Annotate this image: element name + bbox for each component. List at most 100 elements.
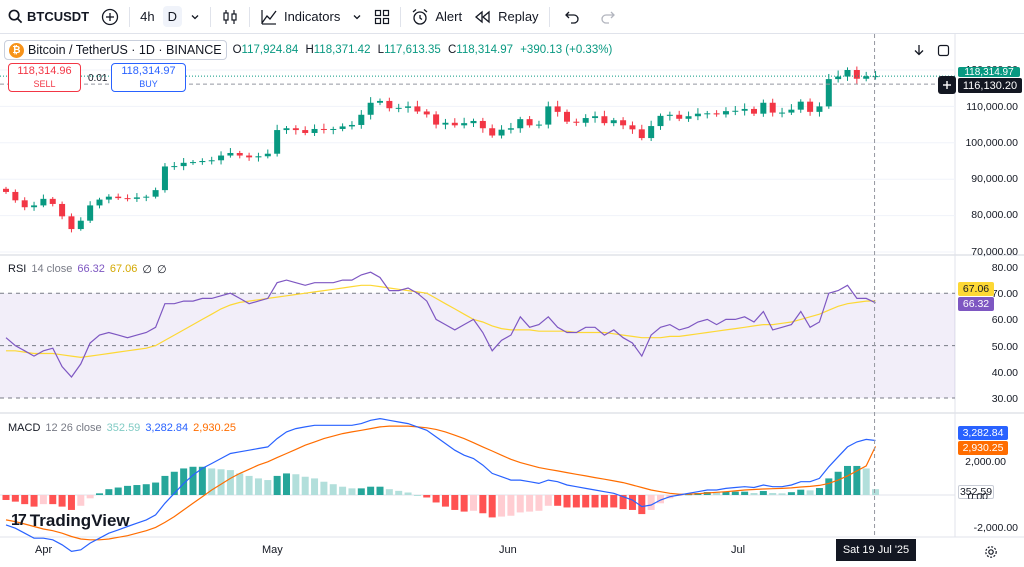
symbol-title: Bitcoin / TetherUS · 1D · BINANCE	[28, 43, 222, 57]
macd-histogram-bar	[254, 478, 262, 495]
macd-histogram-bar	[423, 495, 431, 498]
plus-icon	[943, 81, 951, 89]
replay-button[interactable]: Replay	[468, 0, 544, 34]
candle-body	[629, 125, 636, 130]
interval-d-button[interactable]: D	[161, 0, 184, 34]
candle-body	[199, 161, 206, 163]
rsi-ma-line	[6, 284, 876, 359]
macd-line-value: 3,282.84	[145, 422, 189, 434]
macd-signal-line	[5, 425, 877, 541]
candle-body	[255, 156, 262, 158]
candles-icon	[223, 9, 237, 24]
rsi-value: 66.32	[77, 263, 105, 275]
candle-body	[59, 203, 66, 217]
candle-body	[479, 120, 486, 129]
symbol-search-button[interactable]: BTCUSDT	[0, 0, 95, 34]
chart-canvas[interactable]	[0, 34, 1024, 567]
macd-histogram-bar	[152, 482, 160, 495]
macd-histogram-bar	[628, 495, 636, 510]
candle-body	[442, 122, 449, 125]
compare-symbol-button[interactable]	[95, 0, 125, 34]
macd-histogram-bar	[226, 470, 234, 495]
symbol-legend[interactable]: ₿ Bitcoin / TetherUS · 1D · BINANCE	[4, 40, 227, 60]
candle-body	[302, 130, 309, 133]
tradingview-logo[interactable]: 17 TradingView	[11, 511, 130, 531]
maximize-pane-button[interactable]	[932, 39, 954, 61]
macd-histogram-bar	[348, 488, 356, 495]
macd-histogram-bar	[787, 492, 795, 495]
arrow-down-icon	[914, 45, 924, 56]
macd-histogram-bar	[133, 485, 141, 495]
redo-button[interactable]	[590, 0, 626, 34]
macd-histogram-bar	[610, 495, 618, 508]
macd-histogram-bar	[180, 468, 188, 495]
macd-histogram-bar	[21, 495, 29, 505]
candle-body	[844, 70, 851, 77]
candle-body	[797, 101, 804, 110]
macd-histogram-bar	[236, 473, 244, 495]
add-alert-at-price-button[interactable]	[938, 76, 956, 94]
candle-body	[330, 128, 337, 130]
chart-grid	[0, 34, 1024, 538]
macd-histogram-bar	[385, 489, 393, 495]
candle-body	[227, 152, 234, 156]
sell-button[interactable]: 118,314.96 SELL	[8, 63, 81, 92]
candle-body	[853, 70, 860, 79]
tradingview-mark-icon: 17	[11, 512, 27, 529]
buy-button[interactable]: 118,314.97 BUY	[111, 63, 186, 92]
macd-legend[interactable]: MACD 12 26 close 352.59 3,282.84 2,930.2…	[8, 422, 236, 434]
candle-body	[872, 76, 879, 78]
candle-body	[526, 119, 533, 126]
change-value: +390.13 (+0.33%)	[520, 44, 613, 56]
macd-histogram-bar	[39, 495, 47, 505]
macd-histogram-bar	[853, 465, 861, 495]
candle-body	[152, 190, 159, 197]
undo-button[interactable]	[554, 0, 590, 34]
macd-histogram-bar	[507, 495, 515, 516]
scroll-down-button[interactable]	[908, 39, 930, 61]
indicators-icon	[261, 9, 277, 25]
macd-histogram-bar	[844, 465, 851, 495]
rsi-legend[interactable]: RSI 14 close 66.32 67.06 ∅ ∅	[8, 263, 167, 276]
macd-histogram-bar	[413, 495, 421, 496]
close-value: 118,314.97	[456, 44, 513, 56]
macd-histogram-bar	[600, 495, 608, 508]
candle-body	[283, 128, 290, 131]
candle-body	[414, 106, 421, 112]
macd-histogram-bar	[722, 491, 730, 495]
candle-body	[470, 120, 477, 124]
macd-histogram-bar	[825, 478, 833, 495]
ohlc-values: O117,924.84 H118,371.42 L117,613.35 C118…	[233, 44, 617, 56]
main-legend: ₿ Bitcoin / TetherUS · 1D · BINANCE O117…	[4, 40, 616, 60]
macd-histogram-bar	[834, 471, 842, 495]
layout-button[interactable]	[368, 0, 396, 34]
alert-button[interactable]: Alert	[405, 0, 468, 34]
chart-type-button[interactable]	[215, 0, 245, 34]
bitcoin-logo-icon: ₿	[9, 42, 24, 58]
candle-body	[423, 111, 430, 115]
macd-title: MACD	[8, 422, 41, 434]
candle-body	[788, 109, 795, 113]
interval-4h-button[interactable]: 4h	[140, 9, 155, 24]
time-axis-label: Jun	[499, 544, 517, 556]
indicators-button[interactable]: Indicators	[254, 0, 346, 34]
candle-body	[274, 130, 281, 154]
maximize-icon	[937, 44, 949, 56]
macd-histogram-bar	[862, 468, 870, 495]
indicator-templates-button[interactable]	[346, 0, 368, 34]
rsi-value-tag: 66.32	[958, 297, 994, 311]
macd-histogram-bar	[376, 486, 384, 495]
candle-body	[339, 126, 346, 129]
chart-settings-button[interactable]	[980, 541, 1002, 563]
macd-axis-label: -2,000.00	[973, 522, 1018, 534]
interval-dropdown-button[interactable]	[184, 0, 206, 34]
rsi-axis-label: 70.00	[991, 288, 1018, 300]
macd-histogram-bar	[49, 495, 57, 505]
candle-body	[592, 116, 599, 119]
macd-histogram-bar	[488, 495, 496, 518]
candle-body	[732, 110, 739, 112]
candle-body	[264, 153, 271, 157]
rewind-icon	[475, 10, 490, 23]
macd-histogram-bar	[77, 495, 85, 506]
